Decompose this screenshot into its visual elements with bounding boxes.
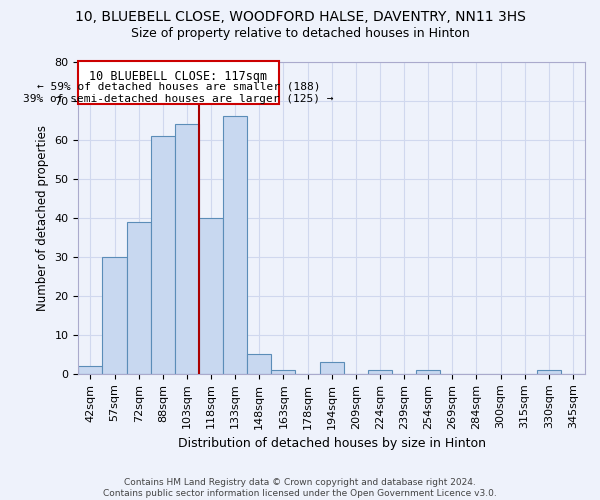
Bar bbox=[199, 218, 223, 374]
Text: 39% of semi-detached houses are larger (125) →: 39% of semi-detached houses are larger (… bbox=[23, 94, 334, 104]
Bar bbox=[416, 370, 440, 374]
Bar bbox=[79, 62, 278, 104]
Text: 10 BLUEBELL CLOSE: 117sqm: 10 BLUEBELL CLOSE: 117sqm bbox=[89, 70, 268, 83]
Bar bbox=[247, 354, 271, 374]
Bar bbox=[271, 370, 295, 374]
Bar bbox=[368, 370, 392, 374]
Bar bbox=[537, 370, 561, 374]
Bar bbox=[127, 222, 151, 374]
Text: 10, BLUEBELL CLOSE, WOODFORD HALSE, DAVENTRY, NN11 3HS: 10, BLUEBELL CLOSE, WOODFORD HALSE, DAVE… bbox=[74, 10, 526, 24]
Text: Size of property relative to detached houses in Hinton: Size of property relative to detached ho… bbox=[131, 28, 469, 40]
Bar bbox=[151, 136, 175, 374]
Bar bbox=[79, 366, 103, 374]
Bar bbox=[103, 256, 127, 374]
X-axis label: Distribution of detached houses by size in Hinton: Distribution of detached houses by size … bbox=[178, 437, 485, 450]
Text: Contains HM Land Registry data © Crown copyright and database right 2024.
Contai: Contains HM Land Registry data © Crown c… bbox=[103, 478, 497, 498]
Text: ← 59% of detached houses are smaller (188): ← 59% of detached houses are smaller (18… bbox=[37, 82, 320, 92]
Y-axis label: Number of detached properties: Number of detached properties bbox=[36, 124, 49, 310]
Bar bbox=[175, 124, 199, 374]
Bar bbox=[320, 362, 344, 374]
Bar bbox=[223, 116, 247, 374]
